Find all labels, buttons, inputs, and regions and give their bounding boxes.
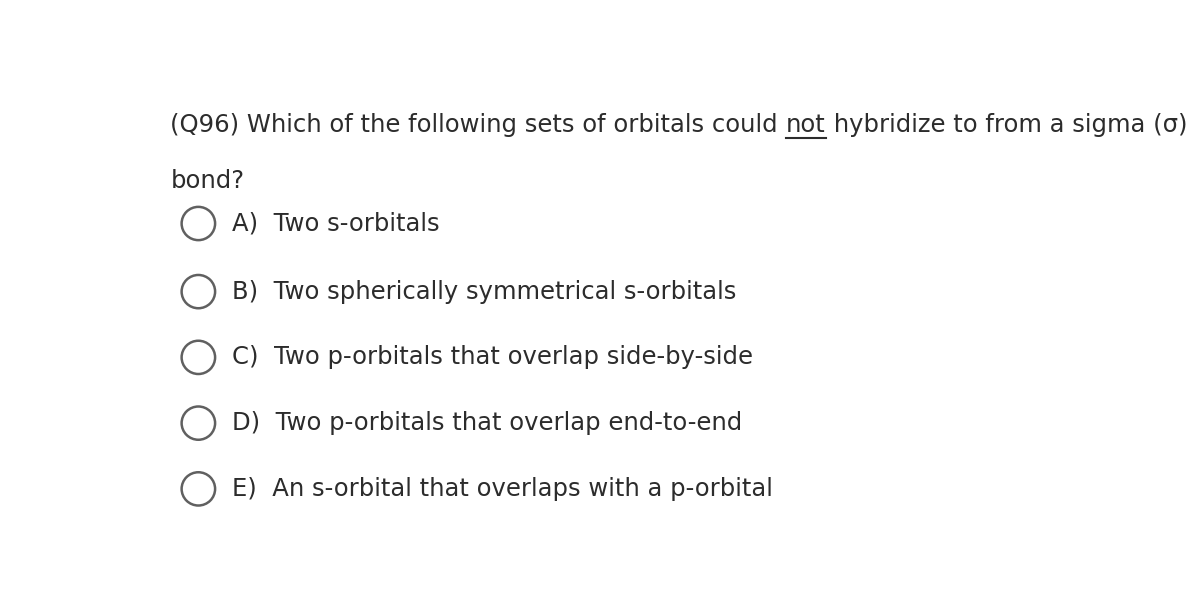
- Text: C)  Two p-orbitals that overlap side-by-side: C) Two p-orbitals that overlap side-by-s…: [232, 345, 752, 370]
- Text: (Q96) Which of the following sets of orbitals could: (Q96) Which of the following sets of orb…: [170, 113, 786, 137]
- Text: D)  Two p-orbitals that overlap end-to-end: D) Two p-orbitals that overlap end-to-en…: [232, 411, 742, 435]
- Text: E)  An s-orbital that overlaps with a p-orbital: E) An s-orbital that overlaps with a p-o…: [232, 477, 773, 501]
- Text: not: not: [786, 113, 826, 137]
- Text: bond?: bond?: [170, 168, 245, 193]
- Text: B)  Two spherically symmetrical s-orbitals: B) Two spherically symmetrical s-orbital…: [232, 279, 737, 304]
- Text: hybridize to from a sigma (σ): hybridize to from a sigma (σ): [826, 113, 1187, 137]
- Text: A)  Two s-orbitals: A) Two s-orbitals: [232, 212, 439, 235]
